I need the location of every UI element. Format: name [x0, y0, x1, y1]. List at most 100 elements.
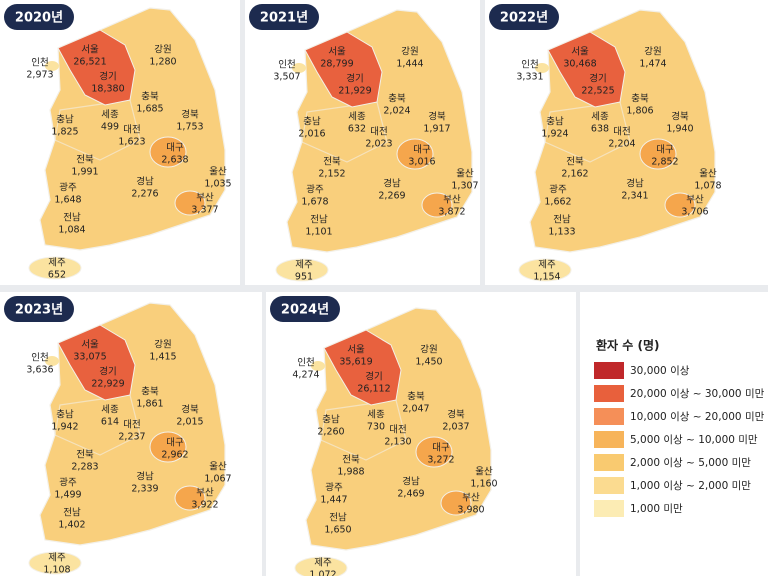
- region-name: 울산: [209, 167, 227, 178]
- region-name: 전남: [329, 513, 347, 524]
- region-name: 충북: [407, 392, 425, 403]
- region-value: 1,474: [639, 59, 666, 70]
- region-name: 인천: [521, 60, 538, 71]
- legend-label: 5,000 이상 ~ 10,000 미만: [630, 434, 758, 446]
- region-value: 2,973: [26, 70, 53, 81]
- region-value: 2,852: [651, 157, 678, 168]
- region-value: 3,922: [191, 500, 218, 511]
- region-name: 울산: [699, 169, 717, 180]
- year-badge: [489, 4, 559, 30]
- region-name: 대전: [389, 425, 406, 436]
- region-value: 1,280: [149, 57, 176, 68]
- region-name: 경기: [589, 73, 606, 85]
- region-name: 경기: [365, 371, 382, 383]
- region-value: 3,980: [457, 505, 484, 516]
- region-name: 충남: [322, 415, 340, 426]
- region-value: 2,260: [317, 427, 344, 438]
- region-name: 제주: [48, 258, 66, 269]
- region-value: 26,112: [357, 384, 390, 395]
- region-value: 3,872: [438, 207, 465, 218]
- region-value: 652: [48, 270, 66, 281]
- region-value: 2,283: [71, 462, 98, 473]
- region-value: 22,525: [581, 86, 614, 97]
- region-value: 1,753: [176, 122, 203, 133]
- region-value: 730: [367, 422, 385, 433]
- region-value: 1,662: [544, 197, 571, 208]
- region-name: 세종: [101, 405, 119, 416]
- region-name: 부산: [462, 493, 480, 504]
- region-value: 2,037: [442, 422, 469, 433]
- region-value: 1,108: [43, 565, 70, 576]
- region-value: 2,023: [365, 139, 392, 150]
- region-name: 광주: [325, 482, 343, 494]
- region-value: 3,377: [191, 205, 218, 216]
- region-name: 경남: [383, 178, 401, 190]
- legend: 환자 수 (명) 30,000 이상 20,000 이상 ~ 30,000 미만 10…: [580, 292, 768, 576]
- legend-label: 30,000 이상: [630, 365, 690, 377]
- region-value: 3,507: [273, 72, 300, 83]
- region-name: 제주: [538, 260, 556, 271]
- region-value: 4,274: [292, 370, 319, 381]
- region-name: 울산: [475, 467, 493, 478]
- region-value: 499: [101, 122, 119, 133]
- region-name: 대전: [613, 127, 630, 138]
- region-value: 1,942: [51, 422, 78, 433]
- region-value: 1,917: [423, 124, 450, 135]
- region-name: 충북: [388, 94, 406, 105]
- region-name: 세종: [591, 112, 609, 123]
- region-value: 1,924: [541, 129, 568, 140]
- region-name: 대구: [656, 145, 674, 156]
- legend-swatch: [594, 385, 624, 402]
- region-name: 전남: [63, 508, 81, 519]
- region-name: 충남: [56, 115, 74, 126]
- region-value: 1,825: [51, 127, 78, 138]
- region-value: 1,154: [533, 272, 560, 283]
- legend-label: 1,000 이상 ~ 2,000 미만: [630, 480, 751, 492]
- region-value: 2,269: [378, 191, 405, 202]
- year-label: 2021년: [260, 11, 308, 26]
- region-name: 강원: [401, 47, 418, 58]
- region-name: 전북: [76, 450, 94, 461]
- region-name: 강원: [154, 45, 171, 56]
- region-value: 2,204: [608, 139, 635, 150]
- region-value: 35,619: [339, 357, 372, 368]
- region-value: 3,016: [408, 157, 435, 168]
- region-name: 전북: [323, 157, 341, 168]
- region-name: 전북: [566, 157, 584, 168]
- region-value: 28,799: [320, 59, 353, 70]
- region-value: 1,499: [54, 490, 81, 501]
- region-value: 21,929: [338, 86, 371, 97]
- region-value: 1,447: [320, 495, 347, 506]
- region-name: 인천: [297, 358, 314, 369]
- region-name: 울산: [209, 462, 227, 473]
- region-name: 충북: [141, 387, 159, 398]
- region-name: 세종: [348, 112, 366, 123]
- region-name: 제주: [295, 260, 313, 271]
- region-name: 경기: [99, 366, 116, 378]
- region-name: 전남: [310, 215, 328, 226]
- region-name: 경북: [181, 404, 199, 416]
- region-name: 전남: [63, 213, 81, 224]
- region-name: 전북: [76, 155, 94, 166]
- region-name: 충북: [141, 92, 159, 103]
- region-value: 1,648: [54, 195, 81, 206]
- region-value: 2,469: [397, 489, 424, 500]
- region-value: 2,152: [318, 169, 345, 180]
- region-name: 부산: [686, 195, 704, 206]
- legend-swatch: [594, 362, 624, 379]
- map-panel: 2024년인천4,274서울35,619경기26,112강원1,450충북2,0…: [266, 292, 576, 576]
- year-badge: [249, 4, 319, 30]
- region-name: 전북: [342, 455, 360, 466]
- region-value: 1,072: [309, 570, 336, 576]
- region-name: 서울: [347, 345, 365, 356]
- legend-swatch: [594, 408, 624, 425]
- region-value: 1,861: [136, 399, 163, 410]
- region-name: 경북: [671, 111, 689, 123]
- region-value: 3,331: [516, 72, 543, 83]
- legend-label: 1,000 미만: [630, 503, 683, 515]
- region-value: 2,962: [161, 450, 188, 461]
- region-value: 1,078: [694, 181, 721, 192]
- region-name: 서울: [81, 340, 99, 351]
